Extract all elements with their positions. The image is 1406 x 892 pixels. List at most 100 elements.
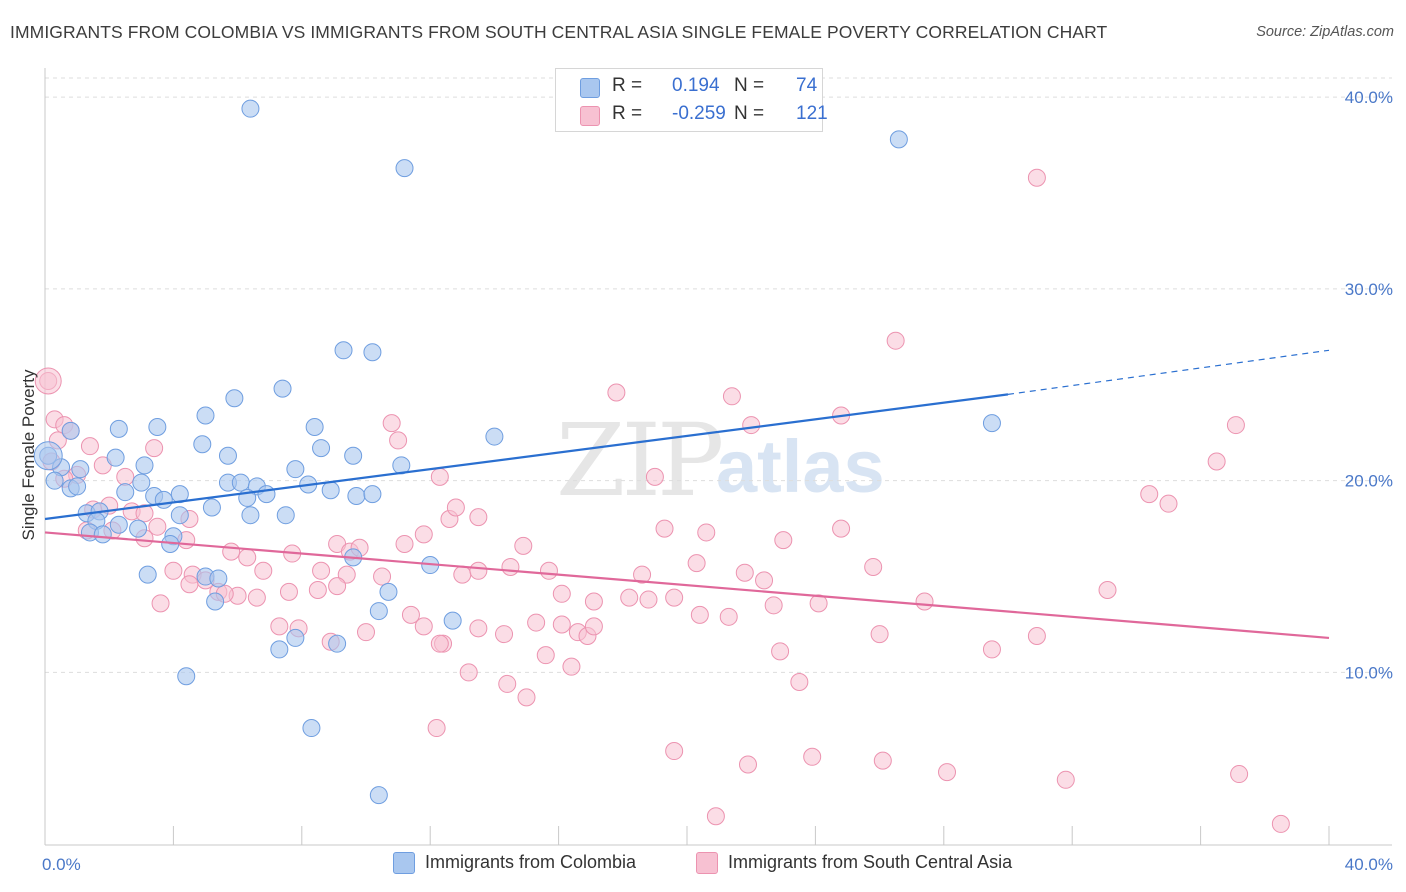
colombia-point xyxy=(241,99,260,118)
asia-point xyxy=(312,561,331,580)
n-label: N = xyxy=(734,103,765,124)
n-value: 74 xyxy=(796,75,818,96)
asia-point xyxy=(247,588,266,607)
tick-labels: 10.0% 20.0% 30.0% 40.0% 0.0% 40.0% Single Fema… xyxy=(19,88,1393,874)
colombia-trend-extension xyxy=(1007,349,1330,395)
asia-point xyxy=(755,571,774,590)
asia-point xyxy=(517,688,536,707)
colombia-point xyxy=(225,389,244,408)
asia-point xyxy=(148,517,167,536)
asia-point xyxy=(414,617,433,636)
colombia-point xyxy=(148,417,167,436)
x-tick-label: 0.0% xyxy=(42,855,81,874)
colombia-point xyxy=(379,582,398,601)
asia-point xyxy=(34,367,62,395)
asia-point xyxy=(498,674,517,693)
colombia-point xyxy=(177,667,196,686)
colombia-point xyxy=(305,417,324,436)
asia-trend-line xyxy=(44,531,1330,640)
colombia-point xyxy=(982,414,1001,433)
asia-point xyxy=(222,542,241,561)
asia-point xyxy=(1140,485,1159,504)
asia-point xyxy=(357,623,375,642)
colombia-point xyxy=(109,515,128,534)
asia-legend-swatch xyxy=(696,852,718,875)
legend-item-colombia[interactable]: Immigrants from Colombia xyxy=(393,852,636,875)
asia-point xyxy=(501,557,520,576)
asia-point xyxy=(414,525,433,544)
chart-title: IMMIGRANTS FROM COLOMBIA VS IMMIGRANTS F… xyxy=(10,22,1108,42)
legend-item-asia[interactable]: Immigrants from South Central Asia xyxy=(696,852,1013,875)
colombia-point xyxy=(209,569,228,588)
asia-point xyxy=(938,763,957,782)
asia-point xyxy=(633,565,652,584)
colombia-point xyxy=(286,628,305,647)
n-label: N = xyxy=(734,75,765,96)
asia-point xyxy=(453,565,472,584)
colombia-point xyxy=(206,592,225,611)
legend-label-asia: Immigrants from South Central Asia xyxy=(728,852,1013,872)
asia-point xyxy=(790,673,809,692)
asia-point xyxy=(1230,765,1249,784)
asia-point xyxy=(706,807,725,826)
asia-point xyxy=(873,751,892,770)
asia-point xyxy=(389,431,408,450)
asia-point xyxy=(536,646,555,665)
asia-points xyxy=(34,168,1290,833)
asia-point xyxy=(864,557,883,576)
asia-point xyxy=(738,755,757,774)
colombia-point xyxy=(154,490,173,509)
asia-point xyxy=(584,617,603,636)
r-value: -0.259 xyxy=(672,103,726,124)
asia-point xyxy=(270,617,289,636)
asia-point xyxy=(687,554,706,573)
asia-point xyxy=(655,519,674,538)
colombia-point xyxy=(132,473,151,492)
colombia-point xyxy=(889,130,908,149)
asia-point xyxy=(639,590,658,609)
asia-point xyxy=(337,565,356,584)
chart-source: Source: ZipAtlas.com xyxy=(1256,24,1394,40)
trend-lines xyxy=(44,349,1330,640)
colombia-point xyxy=(202,498,221,517)
asia-point xyxy=(514,536,533,555)
asia-point xyxy=(527,613,546,632)
colombia-point xyxy=(286,460,305,479)
colombia-point xyxy=(109,419,128,438)
colombia-point xyxy=(312,439,331,458)
asia-point xyxy=(645,467,664,486)
asia-point xyxy=(722,387,741,406)
asia-point xyxy=(1056,770,1075,789)
colombia-point xyxy=(231,473,250,492)
asia-point xyxy=(401,605,420,624)
asia-point xyxy=(1226,416,1245,435)
asia-point xyxy=(446,498,465,517)
asia-point xyxy=(607,383,626,402)
colombia-swatch xyxy=(580,78,600,98)
asia-point xyxy=(430,467,449,486)
watermark-zip: ZIP xyxy=(556,402,724,519)
asia-point xyxy=(915,592,934,611)
colombia-point xyxy=(344,446,363,465)
asia-point xyxy=(180,575,199,594)
asia-point xyxy=(80,437,99,456)
asia-point xyxy=(870,625,889,644)
colombia-point xyxy=(328,634,347,653)
colombia-point xyxy=(270,640,289,659)
colombia-trend-line xyxy=(44,393,1009,521)
asia-point xyxy=(584,592,603,611)
colombia-point xyxy=(334,341,353,360)
colombia-point xyxy=(369,602,388,621)
colombia-point xyxy=(302,719,321,738)
y-tick-label: 40.0% xyxy=(1345,88,1393,107)
asia-point xyxy=(690,605,709,624)
colombia-point xyxy=(193,435,212,454)
asia-point xyxy=(562,657,581,676)
y-tick-label: 10.0% xyxy=(1345,663,1393,682)
asia-point xyxy=(164,561,183,580)
asia-swatch xyxy=(580,106,600,126)
r-label: R = xyxy=(612,103,643,124)
colombia-legend-swatch xyxy=(393,852,415,875)
asia-point xyxy=(803,747,822,766)
